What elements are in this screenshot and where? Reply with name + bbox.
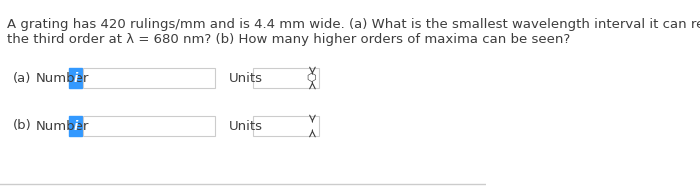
Text: (b): (b) [13,119,32,132]
Text: Units: Units [229,119,263,132]
FancyBboxPatch shape [253,116,319,136]
Text: A grating has 420 rulings/mm and is 4.4 mm wide. (a) What is the smallest wavele: A grating has 420 rulings/mm and is 4.4 … [7,18,700,31]
FancyBboxPatch shape [69,116,82,136]
FancyBboxPatch shape [83,68,214,88]
Text: ⬡: ⬡ [306,73,316,83]
Text: i: i [74,71,78,84]
Text: Number: Number [36,71,90,84]
FancyBboxPatch shape [69,68,82,88]
Text: the third order at λ = 680 nm? (b) How many higher orders of maxima can be seen?: the third order at λ = 680 nm? (b) How m… [7,33,570,46]
FancyBboxPatch shape [83,116,214,136]
Text: Units: Units [229,71,263,84]
FancyBboxPatch shape [253,68,319,88]
Text: i: i [74,119,78,132]
Text: Number: Number [36,119,90,132]
Text: (a): (a) [13,71,31,84]
